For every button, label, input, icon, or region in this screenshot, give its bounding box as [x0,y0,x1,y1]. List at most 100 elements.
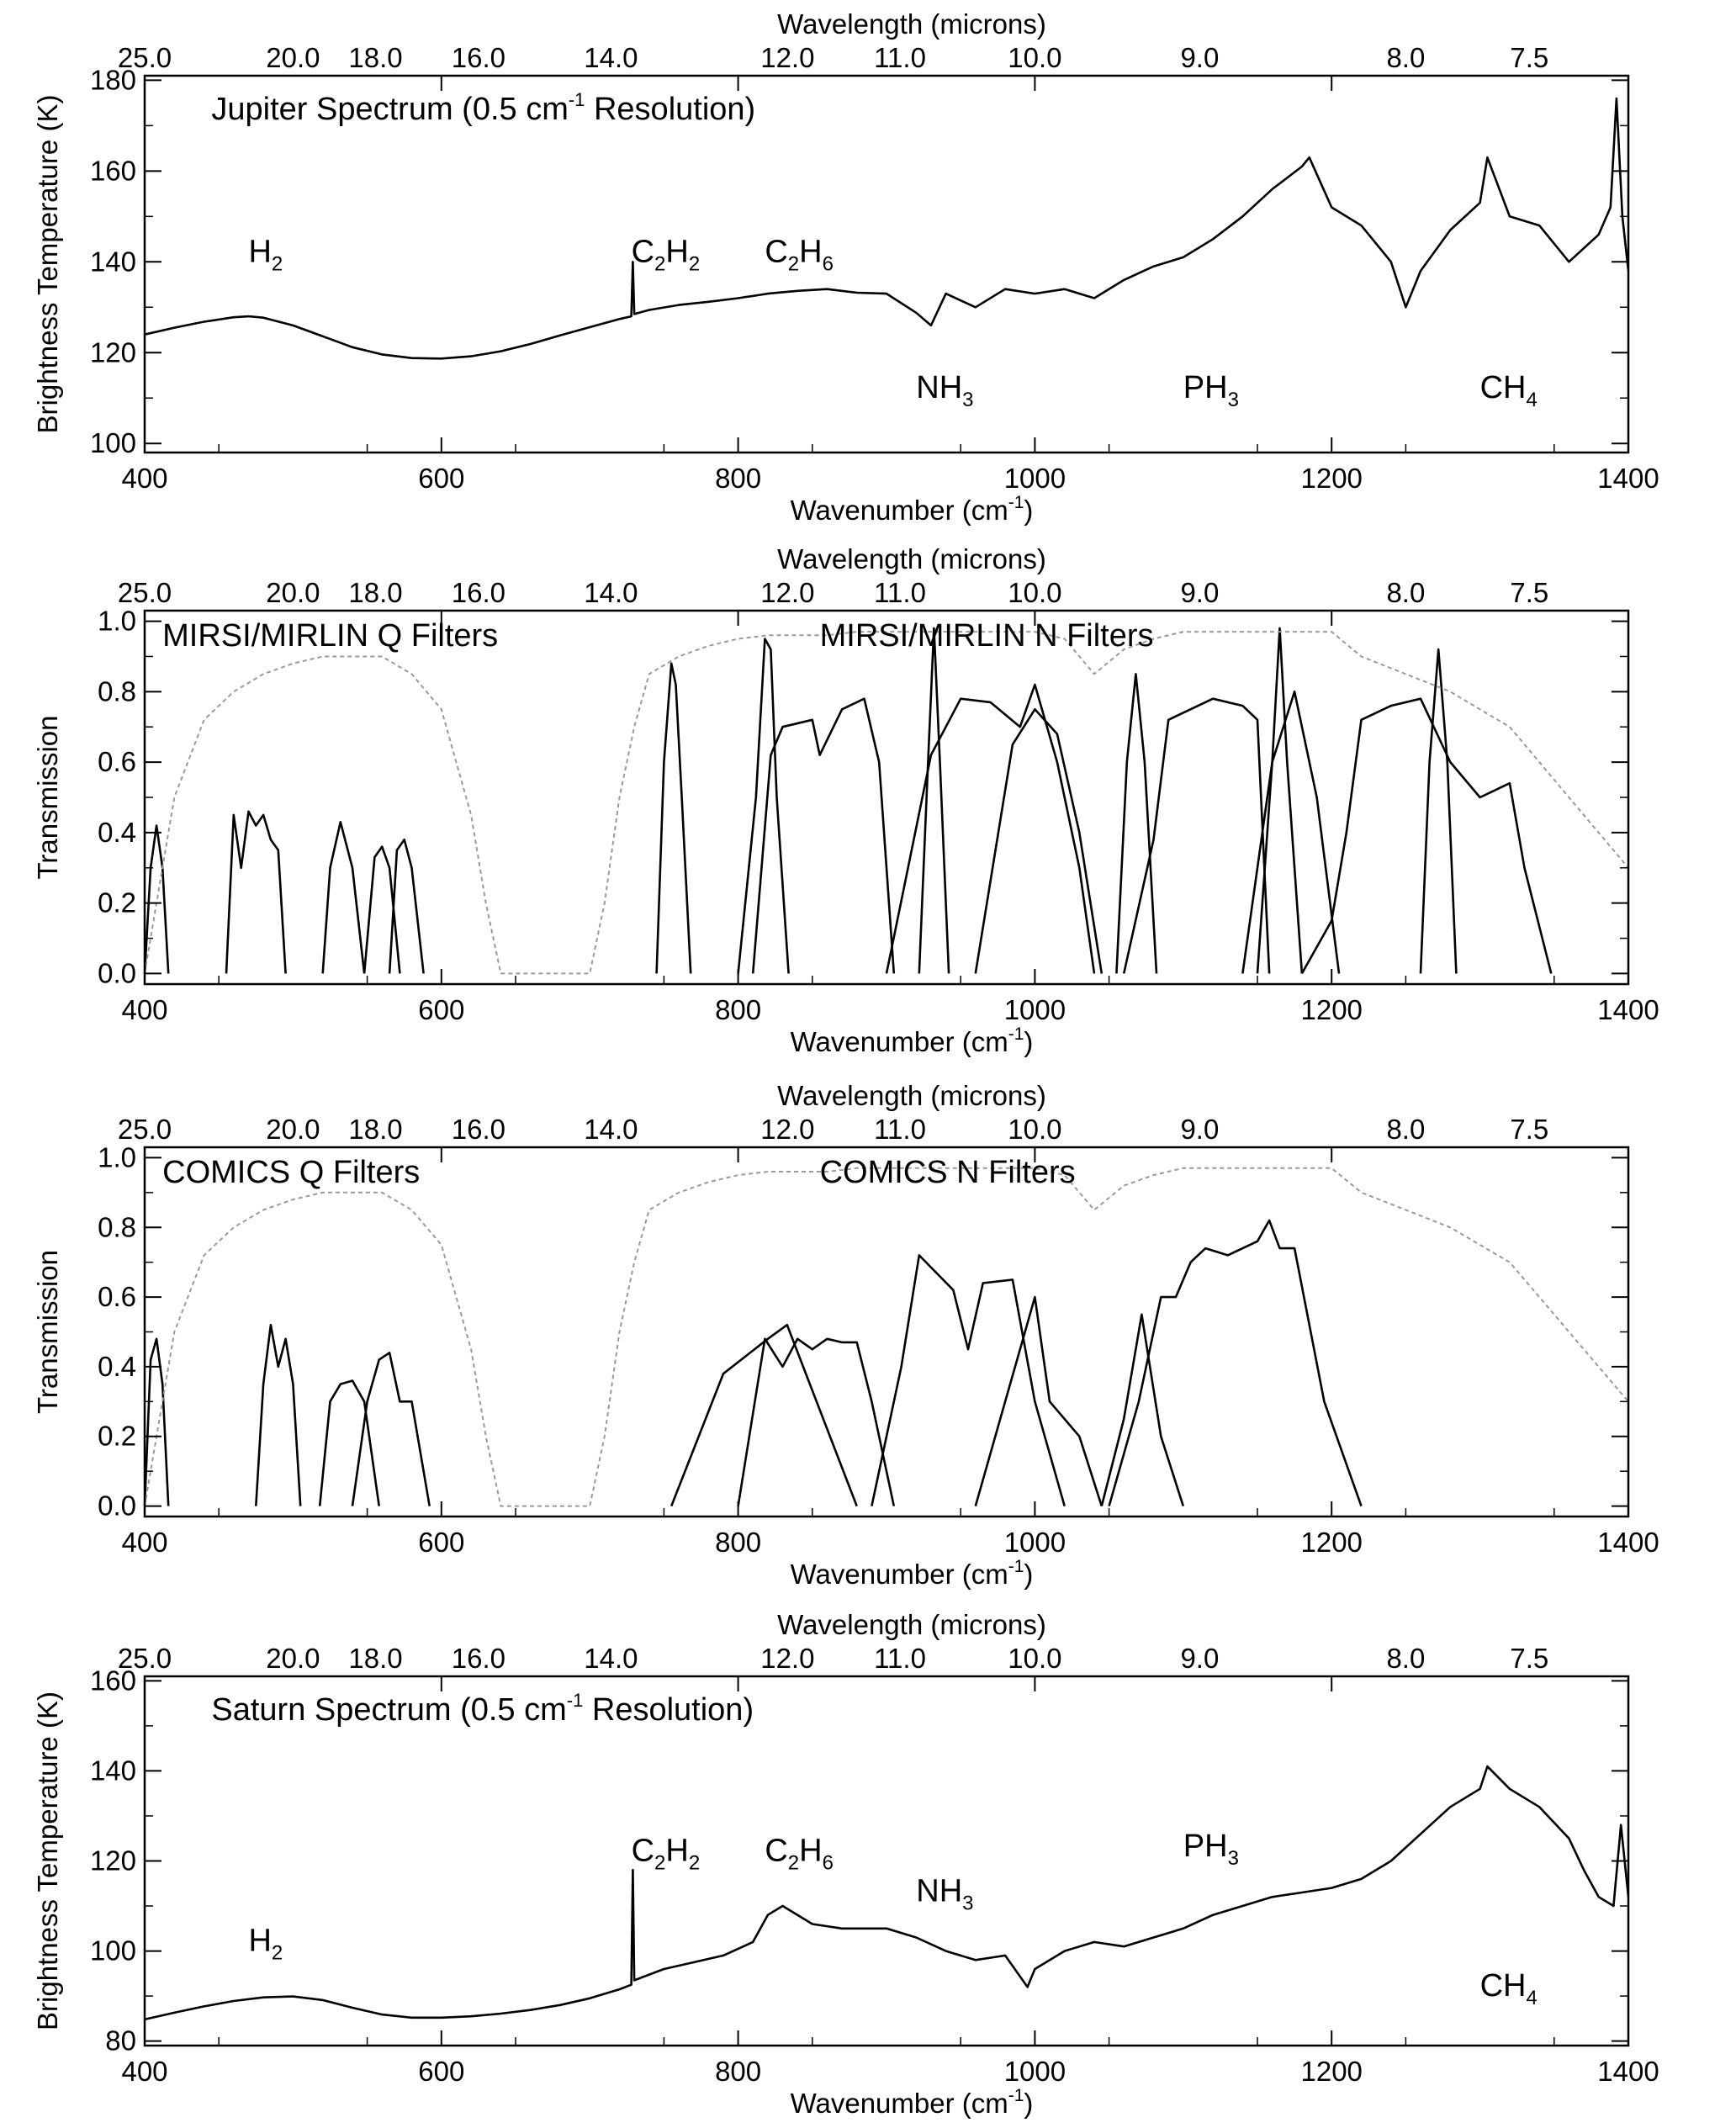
wavelength-tick-label: 14.0 [584,42,638,73]
series-line-1 [144,97,1630,360]
series-line-5 [670,1323,858,1507]
panel-title: Jupiter Spectrum (0.5 cm-1 Resolution) [211,89,755,127]
series-line-7 [737,638,790,974]
y-tick-label: 0.4 [98,1351,136,1382]
wavelength-tick-label: 10.0 [1008,1114,1061,1145]
wavelength-tick-label: 7.5 [1510,577,1548,608]
series-line-1 [144,1765,1630,2021]
x-tick-label: 1000 [1004,463,1066,494]
plot-frame [143,74,1630,454]
wavelength-tick-label: 10.0 [1008,1643,1061,1674]
wavelength-tick-label: 18.0 [348,1643,402,1674]
wavelength-tick-label: 10.0 [1008,577,1061,608]
y-tick-label: 100 [90,427,136,458]
wavelength-tick-label: 14.0 [584,1114,638,1145]
series-line-8 [751,697,896,974]
y-tick-label: 120 [90,1845,136,1877]
y-tick-label: 0.8 [98,675,136,707]
series-line-13 [1122,697,1271,974]
series-line-7 [871,1254,1066,1506]
wavelength-tick-label: 8.0 [1386,42,1425,73]
panel-title: Saturn Spectrum (0.5 cm-1 Resolution) [211,1690,754,1728]
series-line-16 [1300,697,1553,975]
molecule-label: CH4 [1480,1968,1538,2009]
molecule-label: H2 [248,1924,283,1965]
wavelength-tick-label: 11.0 [874,1114,926,1145]
plot-frame [143,1146,1630,1518]
series-line-1 [143,1337,170,1506]
wavelength-tick-label: 9.0 [1180,1643,1219,1674]
wavelength-axis-title: Wavelength (microns) [777,1609,1046,1640]
wavelength-tick-label: 8.0 [1386,577,1425,608]
wavelength-tick-label: 12.0 [760,577,814,608]
y-tick-label: 0.0 [98,957,136,988]
x-axis-title: Wavenumber (cm-1) [791,2086,1034,2119]
x-tick-label: 600 [418,994,464,1025]
plot-frame [143,609,1630,986]
molecule-label: NH3 [916,370,973,411]
wavelength-tick-label: 16.0 [452,1643,505,1674]
wavelength-axis-title: Wavelength (microns) [777,543,1046,574]
plot-frame [143,1675,1630,2047]
wavelength-tick-label: 12.0 [760,1643,814,1674]
y-tick-label: 180 [90,64,136,95]
wavelength-tick-label: 14.0 [584,577,638,608]
x-tick-label: 1400 [1597,463,1659,494]
wavelength-tick-label: 18.0 [348,577,402,608]
y-axis-title: Transmission [32,716,63,880]
wavelength-tick-label: 14.0 [584,1643,638,1674]
series-line-14 [1256,627,1304,974]
series-line-15 [1241,690,1341,974]
series-line-12 [1115,673,1158,974]
molecule-label: C2H6 [765,234,834,275]
series-line-5 [388,838,425,974]
x-axis-title: Wavenumber (cm-1) [791,1557,1034,1590]
wavelength-tick-label: 16.0 [452,42,505,73]
molecule-label: C2H2 [632,234,701,275]
y-tick-label: 80 [105,2025,136,2057]
molecule-label: PH3 [1183,370,1239,411]
series-line-9 [1100,1313,1185,1506]
series-line-1 [143,824,170,974]
wavelength-tick-label: 8.0 [1386,1643,1425,1674]
series-line-8 [974,1295,1104,1506]
wavelength-axis-title: Wavelength (microns) [777,1080,1046,1111]
series-line-3 [318,1379,380,1506]
series-line-9 [918,627,950,974]
series-line-11 [974,707,1104,974]
wavelength-tick-label: 25.0 [118,1643,172,1674]
x-tick-label: 1200 [1300,1527,1362,1558]
series-line-10 [885,683,1096,974]
wavelength-tick-label: 8.0 [1386,1114,1425,1145]
y-tick-label: 0.2 [98,1421,136,1452]
molecule-label: C2H6 [765,1834,834,1875]
molecule-label: PH3 [1183,1829,1239,1870]
molecule-label: H2 [248,234,283,275]
wavelength-tick-label: 20.0 [266,1114,320,1145]
wavelength-tick-label: 18.0 [348,1114,402,1145]
wavelength-tick-label: 16.0 [452,577,505,608]
y-tick-label: 0.0 [98,1490,136,1522]
wavelength-tick-label: 20.0 [266,577,320,608]
wavelength-tick-label: 25.0 [118,1114,172,1145]
wavelength-tick-label: 9.0 [1180,42,1219,73]
x-tick-label: 600 [418,2056,464,2087]
y-tick-label: 140 [90,246,136,277]
series-line-6 [737,1337,896,1506]
x-tick-label: 600 [418,463,464,494]
molecule-label: C2H2 [632,1834,701,1875]
series-line-2 [225,810,287,974]
y-tick-label: 160 [90,155,136,186]
wavelength-tick-label: 25.0 [118,577,172,608]
series-line-4 [351,1352,431,1506]
wavelength-tick-label: 11.0 [874,1643,926,1674]
wavelength-tick-label: 11.0 [874,42,926,73]
atmosphere-transmission-line [144,631,1629,975]
series-line-3 [321,820,366,974]
x-tick-label: 1200 [1300,994,1362,1025]
wavelength-tick-label: 12.0 [760,42,814,73]
panel-title-q-filters: COMICS Q Filters [162,1155,420,1190]
y-tick-label: 140 [90,1755,136,1786]
